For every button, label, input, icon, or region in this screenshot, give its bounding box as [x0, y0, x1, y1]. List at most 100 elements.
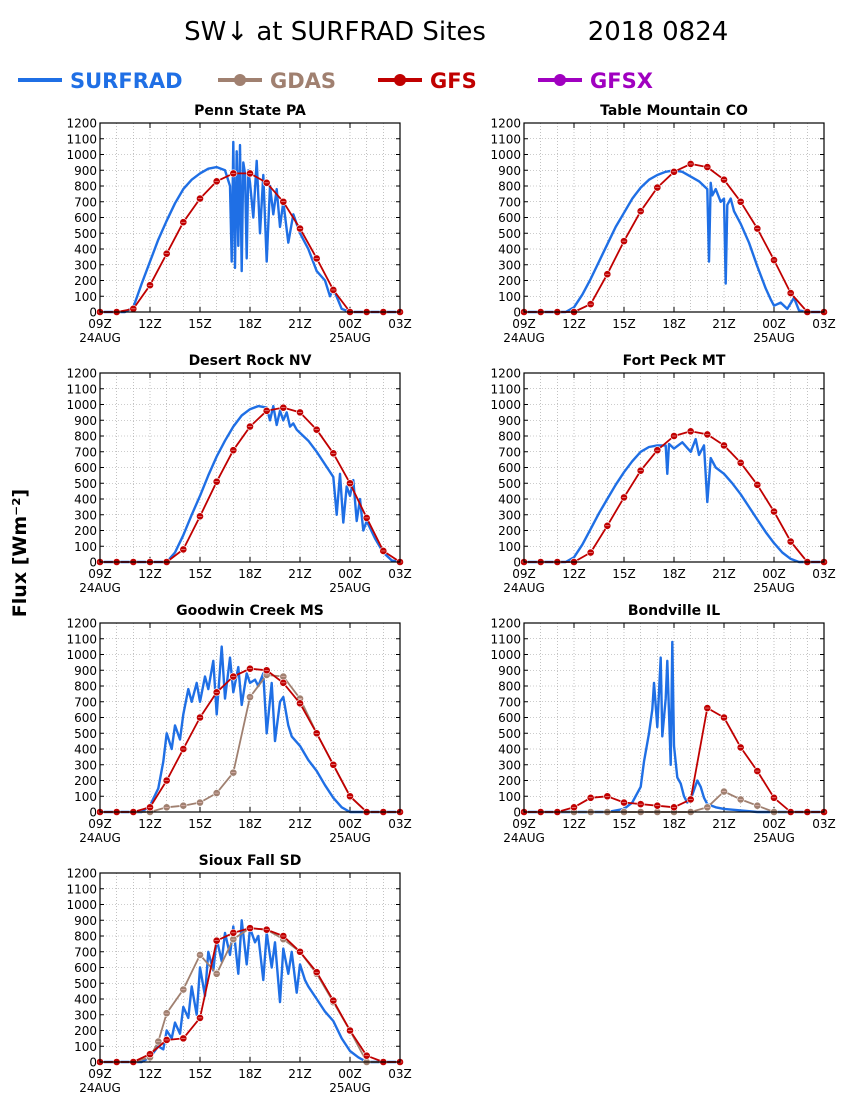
y-tick-label: 600 [74, 211, 97, 225]
y-tick-label: 400 [74, 243, 97, 257]
y-tick-label: 400 [498, 743, 521, 757]
legend: SURFRAD GDAS GFS GFSX [18, 69, 653, 93]
legend-item-gdas: GDAS [218, 69, 336, 93]
y-tick-label: 1200 [490, 117, 521, 131]
y-tick-label: 900 [498, 414, 521, 428]
y-tick-label: 100 [74, 1040, 97, 1054]
x-tick-label: 00Z [338, 817, 362, 831]
legend-label: GFS [430, 69, 477, 93]
y-tick-label: 600 [498, 711, 521, 725]
x-tick-label: 09Z [512, 317, 536, 331]
y-tick-label: 500 [74, 477, 97, 491]
x-tick-label: 03Z [388, 567, 412, 581]
panel-title: Table Mountain CO [600, 103, 748, 119]
y-tick-label: 200 [74, 524, 97, 538]
legend-label: GDAS [270, 69, 336, 93]
x-tick-label: 18Z [662, 317, 686, 331]
date-label: 24AUG [79, 1081, 121, 1095]
y-tick-label: 1100 [490, 632, 521, 646]
y-tick-label: 500 [498, 227, 521, 241]
panel-title: Goodwin Creek MS [176, 603, 324, 619]
x-tick-label: 21Z [288, 1067, 312, 1081]
plot-frame [99, 622, 401, 813]
y-tick-label: 300 [74, 758, 97, 772]
panel-title: Sioux Fall SD [199, 853, 302, 869]
chart-panel: Bondville IL0100200300400500600700800900… [490, 603, 835, 845]
y-tick-label: 600 [74, 711, 97, 725]
y-tick-label: 700 [498, 195, 521, 209]
x-tick-label: 21Z [712, 317, 736, 331]
x-tick-label: 18Z [662, 817, 686, 831]
y-tick-label: 0 [513, 806, 521, 820]
x-tick-label: 12Z [138, 1067, 162, 1081]
legend-item-gfs: GFS [378, 69, 477, 93]
y-tick-label: 100 [498, 790, 521, 804]
x-tick-label: 15Z [612, 567, 636, 581]
y-tick-label: 1000 [66, 898, 97, 912]
y-tick-label: 700 [74, 445, 97, 459]
y-tick-label: 1000 [490, 648, 521, 662]
y-tick-label: 700 [74, 945, 97, 959]
y-tick-label: 500 [74, 227, 97, 241]
y-tick-label: 100 [74, 540, 97, 554]
x-tick-label: 21Z [712, 817, 736, 831]
y-tick-label: 1100 [66, 132, 97, 146]
y-tick-label: 500 [498, 727, 521, 741]
y-tick-label: 400 [74, 743, 97, 757]
y-tick-label: 800 [74, 680, 97, 694]
date-label: 25AUG [753, 331, 795, 345]
y-tick-label: 600 [498, 461, 521, 475]
y-tick-label: 800 [74, 930, 97, 944]
series-line-surfrad [524, 640, 824, 814]
y-tick-label: 700 [498, 695, 521, 709]
x-tick-label: 00Z [338, 1067, 362, 1081]
x-tick-label: 09Z [512, 567, 536, 581]
y-tick-label: 0 [89, 806, 97, 820]
y-tick-label: 800 [498, 680, 521, 694]
legend-item-surfrad: SURFRAD [18, 69, 183, 93]
y-tick-label: 800 [498, 180, 521, 194]
y-tick-label: 0 [89, 306, 97, 320]
y-tick-label: 300 [74, 258, 97, 272]
x-tick-label: 00Z [762, 817, 786, 831]
x-tick-label: 03Z [812, 817, 836, 831]
y-tick-label: 100 [74, 790, 97, 804]
series-line-surfrad [100, 645, 400, 814]
y-tick-label: 400 [74, 493, 97, 507]
figure-date: 2018 0824 [588, 17, 729, 47]
y-tick-label: 500 [498, 477, 521, 491]
x-tick-label: 12Z [138, 817, 162, 831]
y-tick-label: 1100 [66, 382, 97, 396]
x-tick-label: 03Z [388, 817, 412, 831]
date-label: 24AUG [79, 831, 121, 845]
y-tick-label: 400 [498, 243, 521, 257]
x-tick-label: 15Z [188, 817, 212, 831]
y-tick-label: 200 [498, 274, 521, 288]
y-tick-label: 100 [498, 540, 521, 554]
x-tick-label: 09Z [88, 1067, 112, 1081]
y-tick-label: 200 [74, 274, 97, 288]
x-tick-label: 00Z [338, 317, 362, 331]
plot-frame [523, 622, 825, 813]
x-tick-label: 09Z [88, 317, 112, 331]
chart-panel: Desert Rock NV01002003004005006007008009… [66, 353, 411, 595]
x-tick-label: 15Z [188, 567, 212, 581]
y-tick-label: 200 [498, 774, 521, 788]
y-tick-label: 200 [74, 774, 97, 788]
date-label: 24AUG [503, 831, 545, 845]
x-tick-label: 21Z [712, 567, 736, 581]
legend-label: GFSX [590, 69, 653, 93]
plot-frame [99, 872, 401, 1063]
legend-label: SURFRAD [70, 69, 183, 93]
y-tick-label: 1000 [66, 648, 97, 662]
panel-title: Bondville IL [628, 603, 720, 619]
x-tick-label: 12Z [138, 567, 162, 581]
plot-frame [523, 372, 825, 563]
y-tick-label: 900 [498, 664, 521, 678]
legend-marker [234, 74, 246, 86]
panel-title: Penn State PA [194, 103, 306, 119]
date-label: 25AUG [753, 581, 795, 595]
y-tick-label: 700 [74, 195, 97, 209]
y-tick-label: 1200 [66, 867, 97, 881]
